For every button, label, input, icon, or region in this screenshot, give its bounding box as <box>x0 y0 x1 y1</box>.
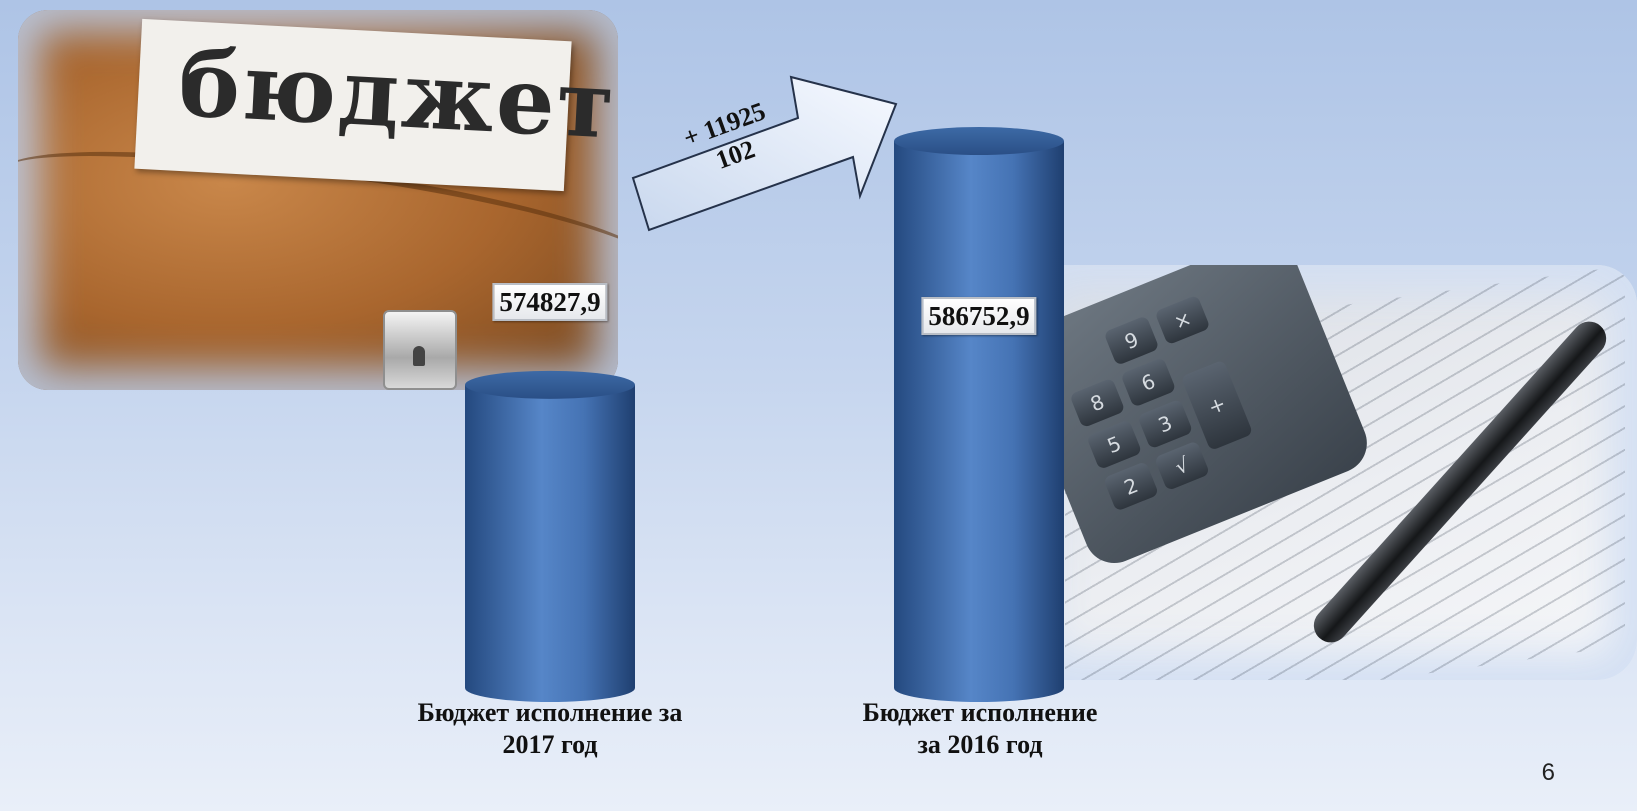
category-label-line: Бюджет исполнение <box>862 698 1098 727</box>
increase-arrow <box>631 75 898 232</box>
data-label-2017: 574827,9 <box>492 283 608 321</box>
category-label-line: 2017 год <box>502 730 598 759</box>
keyhole-icon <box>413 346 425 366</box>
briefcase-clasp <box>383 310 457 390</box>
data-label-2016: 586752,9 <box>921 297 1037 335</box>
briefcase-photo: бюджет <box>18 10 618 390</box>
calculator-photo: 9 × 8 6 5 3 + 2 √ <box>1025 265 1637 680</box>
page-number: 6 <box>1541 759 1555 786</box>
category-label-line: за 2016 год <box>917 730 1043 759</box>
category-label-2017: Бюджет исполнение за 2017 год <box>370 697 730 761</box>
bar-2016 <box>894 127 1064 702</box>
category-label-2016: Бюджет исполнение за 2016 год <box>800 697 1160 761</box>
category-label-line: Бюджет исполнение за <box>417 698 683 727</box>
bar-2017 <box>465 370 635 702</box>
